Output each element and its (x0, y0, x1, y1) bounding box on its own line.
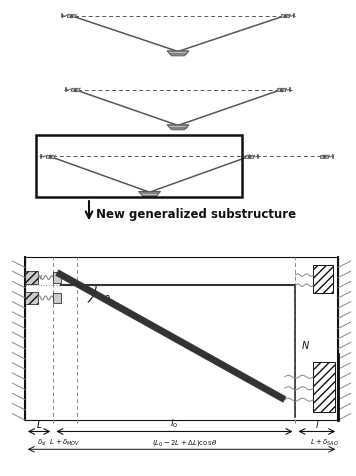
Bar (71, 89, 79, 92)
Bar (53, 293, 61, 303)
Bar (245, 155, 253, 159)
Bar (25, 272, 38, 284)
Bar (36, 136, 242, 198)
Bar (67, 15, 75, 19)
Text: $\theta$: $\theta$ (103, 292, 111, 304)
Text: $l$: $l$ (315, 418, 319, 429)
Text: New generalized substructure: New generalized substructure (96, 208, 296, 221)
Bar (281, 15, 289, 19)
Text: $N$: $N$ (301, 338, 310, 350)
Polygon shape (138, 192, 161, 197)
Text: $\delta_{sl}$  $L+\delta_{MOV}$: $\delta_{sl}$ $L+\delta_{MOV}$ (37, 436, 80, 447)
Bar (277, 89, 285, 92)
Bar (313, 265, 333, 293)
Text: $L$: $L$ (36, 418, 42, 429)
Text: $L+\delta_{SAO}$: $L+\delta_{SAO}$ (309, 436, 339, 447)
Polygon shape (167, 52, 189, 57)
Bar (53, 273, 61, 283)
Text: $(L_0-2L+\Delta L)\cos\theta$: $(L_0-2L+\Delta L)\cos\theta$ (152, 437, 218, 446)
Polygon shape (167, 126, 189, 130)
Bar (25, 292, 38, 305)
Text: $K_{el}$: $K_{el}$ (30, 269, 44, 282)
Bar (313, 362, 335, 413)
Bar (320, 155, 328, 159)
Bar (46, 155, 54, 159)
Text: $l_0$: $l_0$ (171, 416, 178, 429)
